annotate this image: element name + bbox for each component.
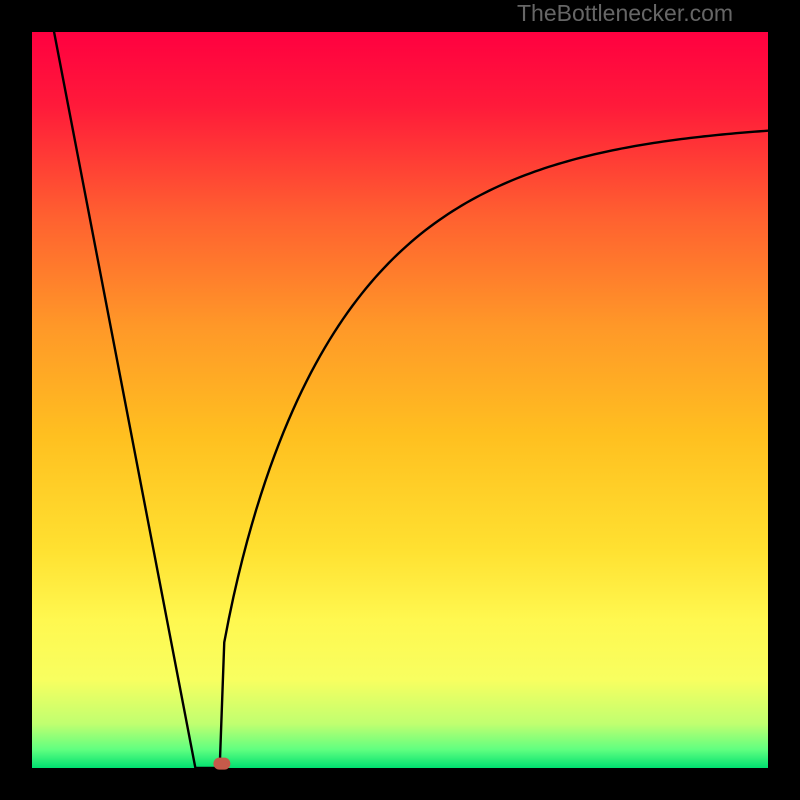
chart-container: TheBottlenecker.com (0, 0, 800, 800)
bottleneck-chart (0, 0, 800, 800)
optimal-point-marker (213, 758, 230, 770)
attribution-label: TheBottlenecker.com (517, 0, 733, 27)
